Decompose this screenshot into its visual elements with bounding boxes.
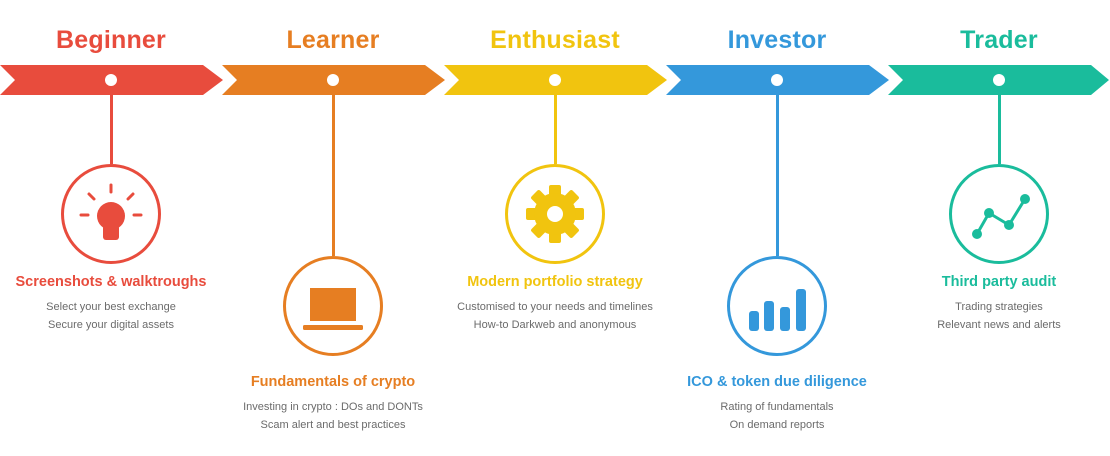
lightbulb-icon [79,183,143,240]
connector-line [554,92,557,164]
stage-title-investor: Investor [727,26,827,54]
stage-title-trader: Trader [960,26,1038,54]
laptop-icon [303,288,363,330]
connector-line [332,92,335,256]
timeline-dot [105,74,117,86]
stage-detail-line: Relevant news and alerts [937,319,1061,331]
connector-line [998,92,1001,164]
stage-title-beginner: Beginner [56,26,166,54]
stage-heading: ICO & token due diligence [687,374,867,390]
stage-detail-line: Investing in crypto : DOs and DONTs [243,401,423,413]
stage-detail-line: Trading strategies [955,301,1043,313]
stage-detail-line: Customised to your needs and timelines [457,301,653,313]
stage-title-enthusiast: Enthusiast [490,26,620,54]
stage-detail-line: Rating of fundamentals [720,401,834,413]
stage-heading: Modern portfolio strategy [467,274,643,290]
timeline-dot [993,74,1005,86]
connector-line [110,92,113,164]
stage-detail-line: On demand reports [729,419,825,431]
stage-icon-ring [61,164,161,264]
stage-icon-ring [283,256,383,356]
timeline-dot [549,74,561,86]
stage-title-learner: Learner [286,26,380,54]
stage-detail-line: Scam alert and best practices [260,419,406,431]
stage-detail-line: Select your best exchange [46,301,176,313]
connector-line [776,92,779,256]
gear-icon [526,185,584,243]
stage-icon-ring [505,164,605,264]
stage-detail-line: How-to Darkweb and anonymous [473,319,637,331]
stage-detail-line: Secure your digital assets [48,319,174,331]
stage-heading: Fundamentals of crypto [250,374,416,390]
stage-heading: Screenshots & walktroughs [15,274,207,290]
stage-icon-ring [727,256,827,356]
stage-icon-ring [949,164,1049,264]
bar-chart-icon [749,289,806,331]
timeline-dot [771,74,783,86]
line-chart-icon [972,194,1030,239]
stage-heading: Third party audit [941,274,1057,290]
timeline-dot [327,74,339,86]
